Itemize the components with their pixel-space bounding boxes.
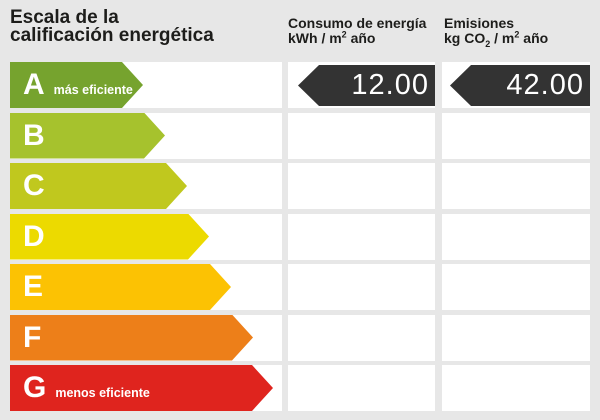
rating-bar-track: E: [10, 264, 282, 310]
rating-note: más eficiente: [53, 83, 133, 97]
consumo-cell: [288, 112, 435, 159]
rating-letter: C: [23, 169, 45, 202]
rating-bar-d: D: [10, 214, 209, 260]
consumo-header-label: Consumo de energía: [288, 15, 427, 31]
emisiones-cell: [442, 314, 590, 361]
emisiones-value: 42.00: [506, 69, 584, 101]
rating-letter: D: [23, 219, 45, 253]
rating-bar-c: C: [10, 163, 187, 209]
scale-row-b: B: [10, 112, 590, 159]
emisiones-header-label: Emisiones: [444, 15, 515, 31]
page-title: Escala de la calificación energética: [10, 7, 214, 46]
rating-bar-e: E: [10, 264, 231, 310]
consumo-cell: [288, 213, 435, 260]
page-title-line1: Escala de la: [10, 7, 119, 28]
consumo-cell: [288, 264, 435, 310]
rating-bar-track: F: [10, 314, 282, 361]
consumo-header-unit: kWh / m2 año: [288, 29, 376, 46]
consumo-cell: 12.00: [288, 62, 435, 108]
emisiones-cell: 42.00: [442, 62, 590, 108]
rating-letter: G: [23, 371, 47, 404]
emisiones-header-unit: kg CO2 / m2 año: [444, 29, 549, 49]
consumo-cell: [288, 314, 435, 361]
scale-row-c: C: [10, 163, 590, 209]
rating-note: menos eficiente: [55, 386, 150, 400]
consumo-value: 12.00: [351, 69, 429, 101]
rating-bar-f: F: [10, 315, 253, 361]
emisiones-cell: [442, 365, 590, 411]
scale-row-f: F: [10, 314, 590, 361]
rating-bar-track: B: [10, 112, 282, 159]
emisiones-cell: [442, 264, 590, 310]
scale-row-e: E: [10, 264, 590, 310]
emisiones-cell: [442, 112, 590, 159]
emisiones-column-header: Emisiones kg CO2 / m2 año: [444, 15, 549, 49]
rating-letter: B: [23, 118, 45, 152]
consumo-column-header: Consumo de energía kWh / m2 año: [288, 16, 426, 46]
rating-letter: A: [23, 68, 45, 101]
rating-bar-b: B: [10, 113, 165, 159]
emisiones-cell: [442, 213, 590, 260]
consumo-cell: [288, 163, 435, 209]
consumo-value-badge: 12.00: [298, 65, 435, 106]
rating-letter: E: [23, 270, 44, 303]
rating-bar-track: C: [10, 163, 282, 209]
consumo-cell: [288, 365, 435, 411]
emisiones-cell: [442, 163, 590, 209]
scale-row-d: D: [10, 213, 590, 260]
emisiones-value-badge: 42.00: [450, 65, 590, 106]
page-title-line2: calificación energética: [10, 24, 214, 46]
rating-letter: F: [23, 320, 42, 354]
rating-bar-track: D: [10, 213, 282, 260]
